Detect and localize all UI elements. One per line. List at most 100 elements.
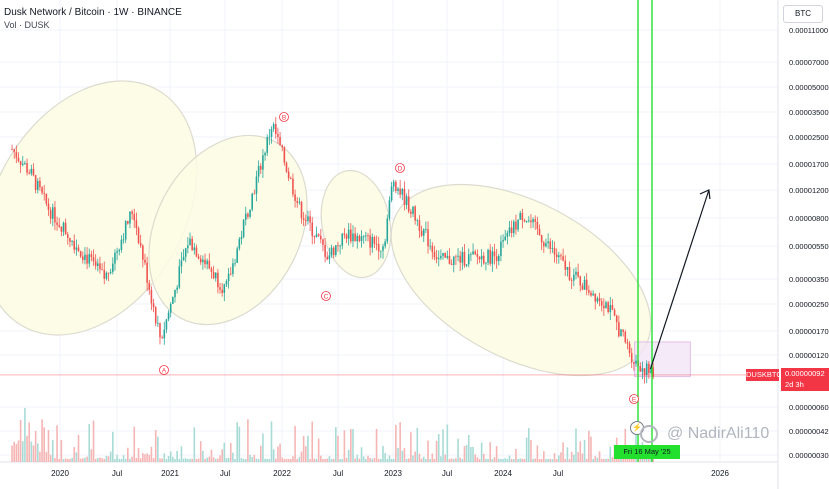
candle-body xyxy=(480,255,483,260)
volume-bar xyxy=(116,454,118,462)
volume-bar xyxy=(92,420,95,462)
candle-body xyxy=(620,329,622,337)
volume-bar xyxy=(324,459,326,462)
volume-bar xyxy=(555,459,558,462)
volume-bar xyxy=(283,458,286,462)
candle-body xyxy=(358,235,361,242)
candle-body xyxy=(600,301,603,306)
volume-bar xyxy=(107,456,110,462)
volume-bar xyxy=(157,436,159,462)
y-tick-label: 0.00002500 xyxy=(789,133,829,142)
volume-bar xyxy=(41,419,43,462)
candle-body xyxy=(41,187,43,193)
wave-label-circle xyxy=(629,394,639,404)
wave-label: A xyxy=(162,368,167,375)
volume-bar xyxy=(17,440,20,462)
volume-bar xyxy=(332,458,335,462)
volume-bar xyxy=(36,443,39,462)
candle-body xyxy=(583,279,586,290)
volume-bar xyxy=(287,458,290,462)
volume-bar xyxy=(178,459,181,462)
candle-body xyxy=(296,200,299,203)
volume-bar xyxy=(206,457,208,462)
volume-indicator-label[interactable]: Vol · DUSK xyxy=(4,20,50,30)
volume-bar xyxy=(536,445,539,462)
candle-body xyxy=(131,211,133,214)
candle-body xyxy=(652,367,654,377)
volume-bar xyxy=(47,430,50,462)
wave-label: E xyxy=(632,397,637,404)
volume-bar xyxy=(532,458,534,462)
y-tick-label: 0.00000250 xyxy=(789,300,829,309)
projection-arrow xyxy=(649,189,710,370)
volume-bar xyxy=(298,456,301,462)
volume-bar xyxy=(251,456,253,462)
candle-body xyxy=(500,241,502,256)
watermark: @ NadirAli110 xyxy=(667,425,770,442)
volume-bar xyxy=(120,458,123,462)
volume-bar xyxy=(79,458,82,462)
candle-body xyxy=(253,193,256,195)
volume-bar xyxy=(568,458,571,462)
volume-bar xyxy=(86,456,88,462)
x-tick-label: Jul xyxy=(553,469,563,478)
volume-bar xyxy=(534,458,537,462)
volume-bar xyxy=(13,441,15,462)
candle-body xyxy=(422,229,425,236)
volume-bar xyxy=(184,458,187,462)
volume-bar xyxy=(142,453,144,462)
volume-bar xyxy=(148,454,151,462)
candle-body xyxy=(467,254,470,265)
candle-body xyxy=(39,180,41,188)
volume-bar xyxy=(225,458,228,462)
currency-chip[interactable]: BTC xyxy=(783,5,823,23)
volume-bar xyxy=(592,458,594,462)
candle-body xyxy=(191,238,193,251)
volume-bar xyxy=(221,449,223,462)
volume-bar xyxy=(455,458,457,462)
candle-body xyxy=(343,233,346,235)
candle-body xyxy=(635,360,637,364)
candle-body xyxy=(362,236,365,238)
candle-body xyxy=(178,266,181,288)
volume-bar xyxy=(487,458,489,462)
volume-bar xyxy=(558,455,560,462)
candle-body xyxy=(442,252,444,256)
volume-bar xyxy=(547,459,549,462)
x-tick-label: 2026 xyxy=(711,469,729,478)
wave-ellipse xyxy=(148,134,308,326)
candle-body xyxy=(461,251,464,263)
volume-bar xyxy=(551,458,554,462)
candle-body xyxy=(279,137,281,146)
volume-bars xyxy=(11,407,654,462)
volume-bar xyxy=(253,454,256,462)
candle-body xyxy=(103,269,106,279)
candle-body xyxy=(515,221,517,230)
y-tick-label: 0.00001200 xyxy=(789,186,829,195)
candle-body xyxy=(127,221,129,224)
candle-body xyxy=(247,213,249,217)
candle-body xyxy=(214,272,217,279)
volume-bar xyxy=(152,458,155,462)
candle-body xyxy=(630,353,633,362)
candle-body xyxy=(300,201,303,219)
volume-bar xyxy=(382,445,384,462)
volume-bar xyxy=(639,458,642,462)
volume-bar xyxy=(118,458,121,462)
candle-body xyxy=(570,280,573,281)
candle-body xyxy=(401,189,404,195)
candle-body xyxy=(135,220,138,229)
volume-bar xyxy=(512,459,515,462)
candle-body xyxy=(112,263,114,272)
volume-bar xyxy=(34,430,37,462)
volume-bar xyxy=(43,427,46,462)
candle-body xyxy=(648,363,650,374)
volume-bar xyxy=(603,458,605,462)
volume-bar xyxy=(564,458,567,462)
candle-body xyxy=(397,188,399,191)
candlesticks xyxy=(11,117,654,384)
candle-body xyxy=(139,243,142,246)
volume-bar xyxy=(320,455,322,462)
candle-body xyxy=(180,260,183,267)
